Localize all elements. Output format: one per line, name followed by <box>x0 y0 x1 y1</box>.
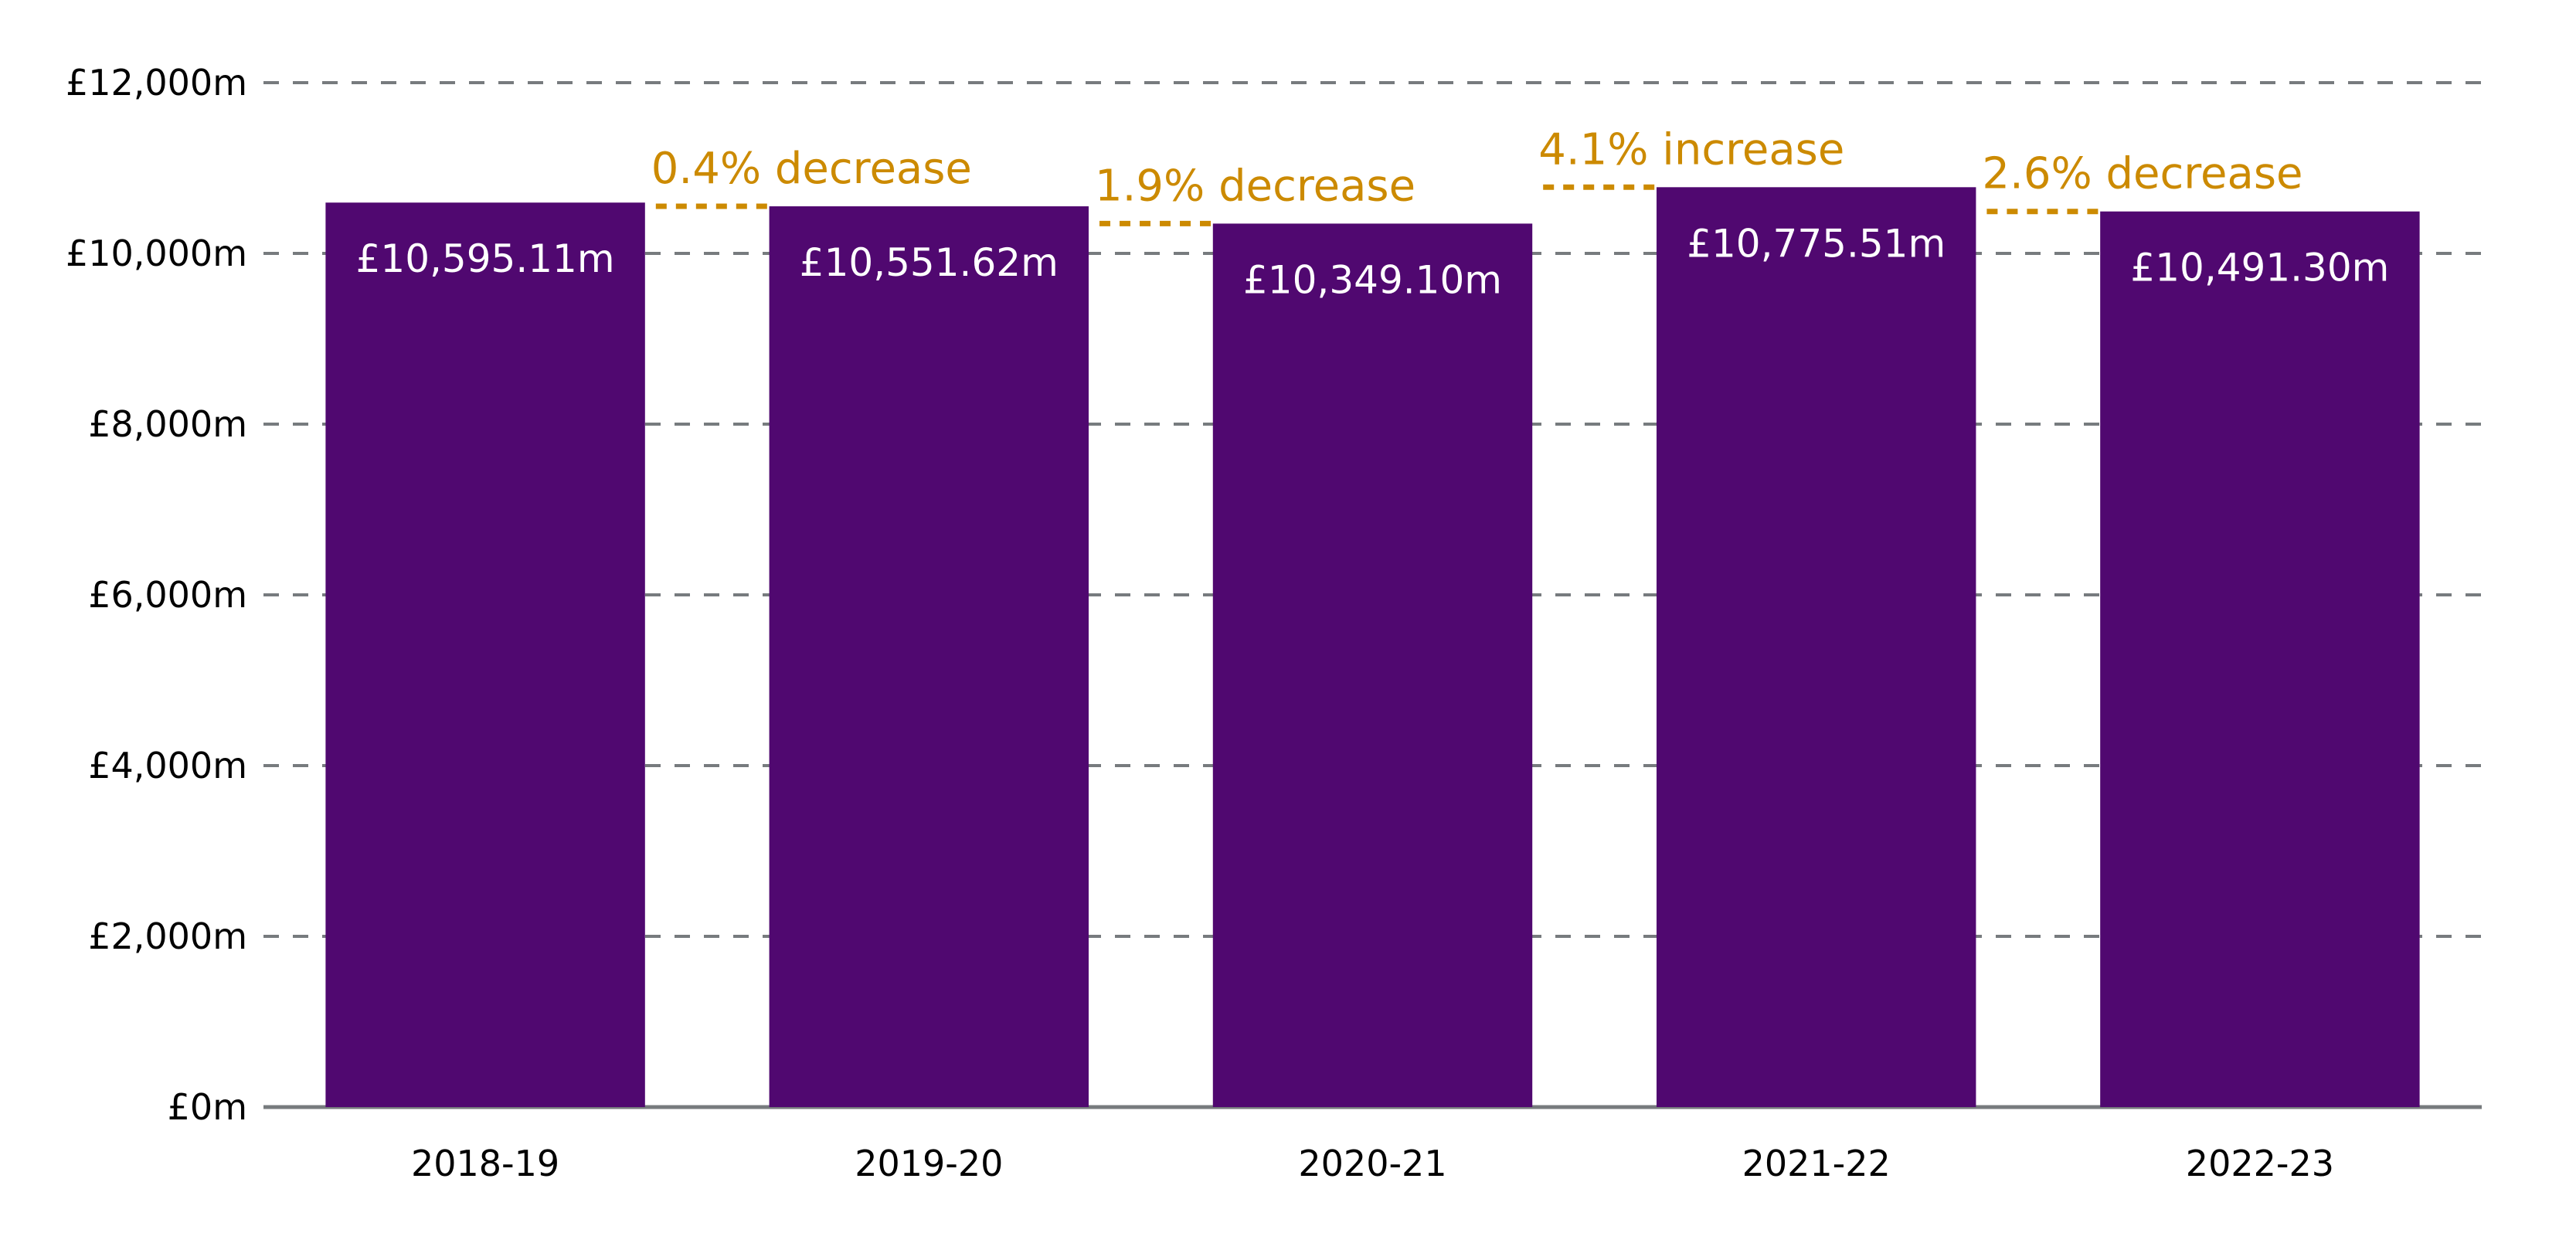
x-tick-label: 2019-20 <box>855 1143 1003 1184</box>
y-tick-label: £0m <box>168 1086 247 1128</box>
y-tick-label: £10,000m <box>66 233 247 274</box>
y-tick-label: £12,000m <box>66 62 247 104</box>
annotations: 0.4% decrease 1.9% decrease 4.1% increase 2… <box>651 124 2302 226</box>
bar-value-label: £10,349.10m <box>1243 257 1502 302</box>
bar <box>1656 187 1976 1107</box>
x-tick-label: 2020-21 <box>1298 1143 1446 1184</box>
x-axis-ticks: 2018-19 2019-20 2020-21 2021-22 2022-23 <box>411 1143 2334 1184</box>
x-tick-label: 2022-23 <box>2186 1143 2334 1184</box>
y-tick-label: £4,000m <box>88 745 247 786</box>
change-annotation: 4.1% increase <box>1538 124 1844 175</box>
x-tick-label: 2021-22 <box>1742 1143 1891 1184</box>
bars: £10,595.11m £10,551.62m £10,349.10m £10,775… <box>325 187 2420 1107</box>
change-annotation: 0.4% decrease <box>651 144 972 194</box>
bar-value-label: £10,595.11m <box>356 236 615 281</box>
bar <box>325 202 645 1107</box>
y-tick-label: £2,000m <box>88 915 247 957</box>
change-annotation: 2.6% decrease <box>1982 149 2302 199</box>
x-tick-label: 2018-19 <box>411 1143 559 1184</box>
bar-value-label: £10,551.62m <box>800 240 1059 285</box>
y-axis-ticks: £0m £2,000m £4,000m £6,000m £8,000m £10,000m £… <box>66 62 247 1128</box>
y-tick-label: £6,000m <box>88 574 247 616</box>
change-annotation: 1.9% decrease <box>1095 161 1415 211</box>
bar <box>1212 223 1533 1107</box>
bar-value-label: £10,775.51m <box>1687 221 1946 266</box>
bar <box>2100 211 2420 1107</box>
bar-value-label: £10,491.30m <box>2130 246 2389 290</box>
bar <box>769 206 1089 1107</box>
y-tick-label: £8,000m <box>88 403 247 445</box>
